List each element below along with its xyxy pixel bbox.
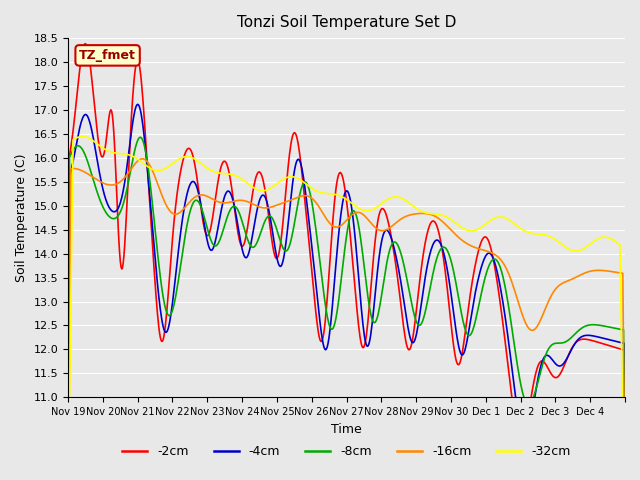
Legend: -2cm, -4cm, -8cm, -16cm, -32cm: -2cm, -4cm, -8cm, -16cm, -32cm bbox=[117, 440, 576, 463]
Text: TZ_fmet: TZ_fmet bbox=[79, 49, 136, 62]
X-axis label: Time: Time bbox=[331, 422, 362, 436]
Y-axis label: Soil Temperature (C): Soil Temperature (C) bbox=[15, 154, 28, 282]
Title: Tonzi Soil Temperature Set D: Tonzi Soil Temperature Set D bbox=[237, 15, 456, 30]
